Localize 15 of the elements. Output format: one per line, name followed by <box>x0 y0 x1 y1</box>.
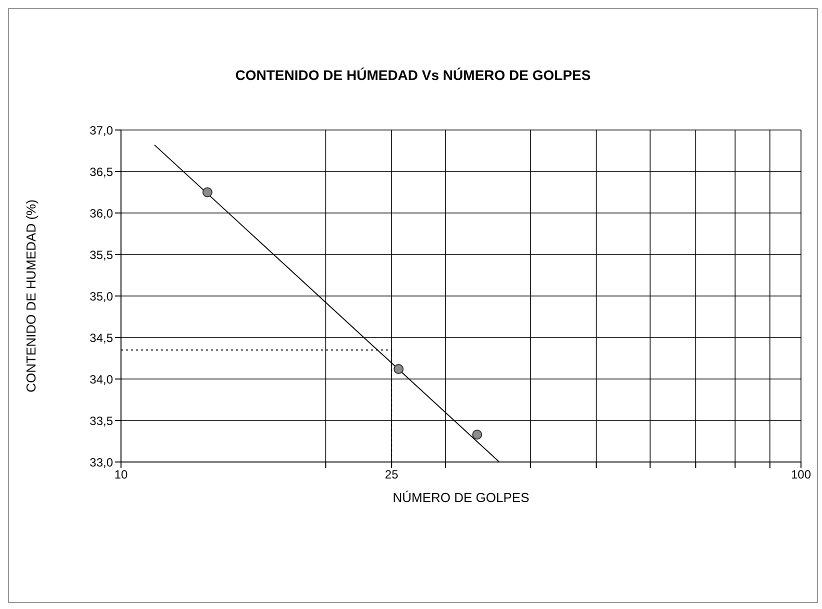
x-tick-label: 10 <box>114 468 128 482</box>
y-tick-label: 37,0 <box>90 123 114 138</box>
x-tick-label: 25 <box>384 468 399 482</box>
y-tick-label: 34,5 <box>90 330 114 345</box>
y-tick-label: 35,0 <box>90 289 114 304</box>
y-tick-label: 35,5 <box>90 248 114 262</box>
y-tick-label: 34,0 <box>90 372 114 386</box>
chart-title: CONTENIDO DE HÚMEDAD Vs NÚMERO DE GOLPES <box>234 67 592 83</box>
x-tick-label: 100 <box>790 468 812 482</box>
y-axis-title: CONTENIDO DE HUMEDAD (%) <box>24 200 39 392</box>
y-tick-label: 36,5 <box>90 164 114 179</box>
y-tick-label: 33,5 <box>90 414 114 428</box>
y-tick-label: 33,0 <box>90 455 114 470</box>
x-axis-title: NÚMERO DE GOLPES <box>392 490 530 505</box>
y-tick-label: 36,0 <box>90 206 114 220</box>
